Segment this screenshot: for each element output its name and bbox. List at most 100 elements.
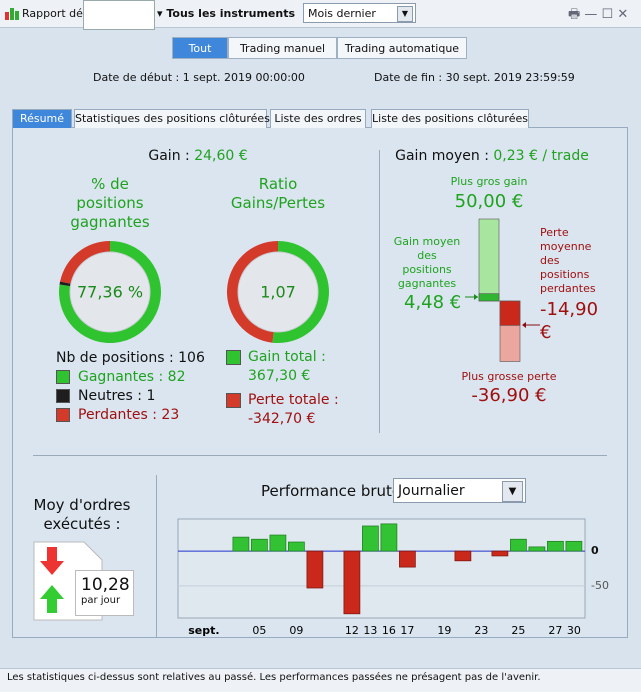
- filter-button[interactable]: Trading automatique: [337, 37, 467, 59]
- avg-value: 0,23 € / trade: [493, 148, 589, 164]
- bar: [232, 536, 250, 552]
- x-tick-label: sept.: [188, 624, 219, 637]
- legend-label: Neutres :: [78, 388, 142, 404]
- x-tick-label: 27: [548, 624, 562, 637]
- x-tick-label: 12: [345, 624, 359, 637]
- bar: [306, 550, 324, 589]
- total-value: -342,70 €: [248, 411, 316, 427]
- bar: [362, 525, 379, 552]
- bar: [269, 534, 287, 552]
- legend-value: 23: [161, 407, 180, 423]
- bar: [565, 540, 583, 552]
- donut-center-label: 1,07: [260, 283, 296, 302]
- y-tick-label: 0: [591, 544, 599, 557]
- performance-chart: 0 -50 sept. 05 09 12 13 16 17 19 23 25 27 30: [177, 518, 609, 637]
- x-tick-label: 25: [511, 624, 525, 637]
- total-label: Gain total :: [248, 349, 326, 365]
- orders-box: 10,28 par jour: [75, 570, 134, 616]
- orders-unit: par jour: [81, 595, 121, 606]
- instruments-label: Tous les instruments: [166, 7, 295, 20]
- tab[interactable]: Statistiques des positions clôturées: [74, 109, 270, 128]
- bar: [528, 546, 546, 552]
- legend-value: 82: [167, 369, 186, 385]
- avg-loss-bar: [499, 300, 521, 326]
- legend-swatch: [56, 389, 70, 403]
- separator: [379, 150, 380, 433]
- bar: [380, 523, 398, 552]
- max-loss-value: -36,90 €: [471, 385, 547, 406]
- avg-gain-value: 4,48 €: [404, 292, 462, 313]
- period-label: Mois dernier: [308, 7, 376, 20]
- avg-label: Gain moyen :: [395, 148, 489, 164]
- granularity-label: Journalier: [398, 483, 465, 499]
- separator: [33, 455, 607, 456]
- legend-swatch: [56, 370, 70, 384]
- donut-segment: [272, 241, 329, 343]
- donut-segment: [59, 281, 71, 287]
- total-value: 367,30 €: [248, 368, 311, 384]
- donuts: 77,36 % 1,07: [59, 241, 329, 344]
- x-tick-label: 05: [252, 624, 266, 637]
- filter-button[interactable]: Trading manuel: [228, 37, 337, 59]
- ratio-title: Ratio Gains/Pertes: [230, 175, 326, 212]
- avg-bars: [465, 218, 540, 362]
- instruments-dropdown[interactable]: ▾ Tous les instruments: [157, 7, 295, 20]
- tab[interactable]: Liste des positions clôturées: [371, 109, 529, 128]
- legend-value: 1: [146, 388, 156, 404]
- bar: [251, 538, 268, 552]
- avg-gain-bar: [478, 293, 500, 302]
- max-gain-value: 50,00 €: [454, 191, 524, 212]
- granularity-select[interactable]: Journalier ▼: [393, 478, 526, 503]
- tab[interactable]: Liste des ordres: [270, 109, 366, 128]
- arrow: [522, 322, 526, 328]
- donut-segment: [60, 241, 110, 284]
- gain: Gain : 24,60 €: [120, 148, 276, 164]
- bar: [547, 540, 564, 552]
- x-tick-label: 13: [363, 624, 377, 637]
- bar: [343, 550, 361, 615]
- legend-swatch: [226, 350, 241, 365]
- separator: [156, 475, 157, 637]
- x-tick-label: 19: [437, 624, 451, 637]
- legend-label: Gagnantes :: [78, 369, 164, 385]
- donut-center-label: 77,36 %: [77, 283, 143, 302]
- bar: [491, 550, 509, 557]
- report-icon: [5, 8, 19, 20]
- footer-bar: [0, 668, 641, 692]
- donut-center: [69, 251, 151, 333]
- window-controls[interactable]: 🖶 — ☐ ✕: [568, 7, 629, 22]
- win-pct-title: % de positions gagnantes: [70, 175, 150, 231]
- legend-label: Perdantes :: [78, 407, 157, 423]
- positions-value: 106: [178, 350, 205, 366]
- legend-item: Neutres : 1: [78, 388, 155, 404]
- x-tick-label: 23: [474, 624, 488, 637]
- gain-value: 24,60 €: [194, 148, 248, 164]
- x-tick-label: 17: [400, 624, 414, 637]
- avg-loss-label: Perte moyenne des positions perdantes: [540, 226, 596, 295]
- x-tick-label: 09: [289, 624, 303, 637]
- orders-label: Moy d'ordres exécutés :: [33, 496, 131, 533]
- max-gain-label: Plus gros gain: [450, 175, 528, 188]
- legend-item: Gagnantes : 82: [78, 369, 185, 385]
- donut-segment: [226, 241, 278, 343]
- gain-label: Gain :: [148, 148, 190, 164]
- period-select[interactable]: Mois dernier ▼: [303, 3, 416, 23]
- popup: [83, 0, 155, 30]
- start-date: Date de début : 1 sept. 2019 00:00:00: [93, 71, 305, 84]
- report-label[interactable]: Rapport déta: [22, 7, 94, 20]
- performance-title: Performance brute: [261, 482, 402, 500]
- tab[interactable]: Résumé: [12, 109, 72, 128]
- bar: [288, 541, 305, 552]
- orders-value: 10,28: [81, 575, 130, 595]
- x-tick-label: 30: [567, 624, 581, 637]
- avg-gain-label: Gain moyen des positions gagnantes: [393, 235, 461, 290]
- filter-button[interactable]: Tout: [172, 37, 228, 59]
- bar: [510, 538, 527, 552]
- total-label: Perte totale :: [248, 392, 339, 408]
- positions-label: Nb de positions :: [56, 350, 174, 366]
- avg-gain: Gain moyen : 0,23 € / trade: [382, 148, 602, 164]
- bar: [399, 550, 416, 568]
- legend-item: Perdantes : 23: [78, 407, 179, 423]
- end-date: Date de fin : 30 sept. 2019 23:59:59: [374, 71, 575, 84]
